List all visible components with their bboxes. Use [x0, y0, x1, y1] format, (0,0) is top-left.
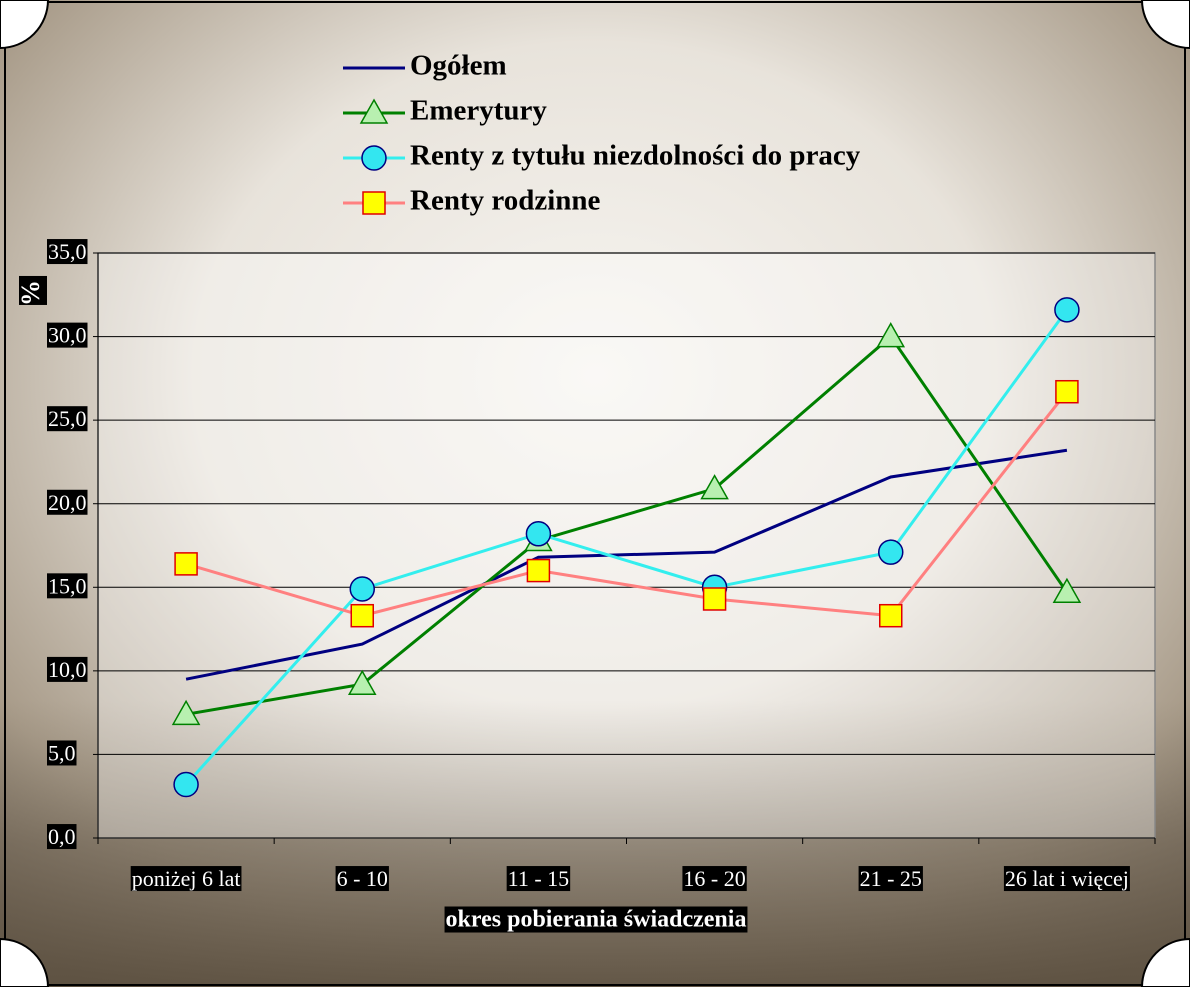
point [349, 576, 375, 602]
y-tick-label: 35,0 [48, 239, 87, 264]
legend-label: Emerytury [410, 95, 547, 127]
x-tick-label: 11 - 15 [508, 866, 570, 891]
y-axis-title-box [19, 275, 47, 305]
point [171, 699, 201, 726]
series-line [185, 390, 1069, 618]
y-tick-label: 0,0 [48, 824, 76, 849]
x-tick-label: 26 lat i więcej [1005, 866, 1129, 891]
point [876, 322, 906, 348]
x-tick-label: 21 - 25 [860, 866, 922, 891]
y-tick-label: 25,0 [48, 406, 87, 431]
y-tick-label-box [47, 824, 77, 850]
corner [0, 937, 50, 987]
plot-area [97, 252, 1156, 839]
x-tick-label-box [130, 866, 242, 892]
y-tick-label-box [47, 573, 88, 599]
point [362, 191, 386, 215]
background-shore [0, 700, 1190, 987]
corner [1140, 937, 1190, 987]
point [361, 145, 387, 171]
y-tick-label: 10,0 [48, 657, 87, 682]
series-line [185, 334, 1069, 716]
x-tick-label-box [682, 866, 747, 892]
legend-label: Renty rodzinne [410, 185, 601, 217]
y-tick-label-box [47, 239, 88, 265]
point [174, 552, 198, 576]
series-line [184, 308, 1069, 786]
frame-border [4, 1, 1186, 986]
y-tick-label: 15,0 [48, 573, 87, 598]
legend-label: Ogółem [410, 50, 507, 82]
point [702, 587, 727, 611]
point [359, 98, 389, 124]
x-tick-label-box [1003, 866, 1130, 892]
corner [1140, 0, 1190, 50]
y-tick-label-box [47, 489, 88, 515]
y-axis-title: % [16, 280, 45, 306]
y-tick-label-box [47, 656, 88, 682]
x-tick-label-box [858, 866, 923, 892]
point [1055, 379, 1079, 404]
y-tick-label-box [47, 322, 88, 348]
x-tick-label: 16 - 20 [683, 866, 745, 891]
point [878, 539, 904, 565]
x-tick-label: 6 - 10 [337, 866, 388, 891]
x-tick-label-box [335, 866, 389, 892]
point [1054, 297, 1080, 323]
x-tick-label: poniżej 6 lat [132, 866, 241, 891]
point [525, 521, 552, 547]
y-tick-label: 5,0 [48, 740, 76, 765]
point [526, 558, 551, 583]
y-tick-label-box [47, 406, 88, 432]
point [173, 771, 199, 798]
point [347, 669, 377, 695]
x-axis-title-box [444, 906, 748, 933]
point [879, 603, 903, 628]
legend-label: Renty z tytułu niezdolności do pracy [410, 140, 861, 172]
x-axis-title: okres pobierania świadczenia [446, 907, 747, 933]
point [700, 474, 729, 500]
series-line [185, 448, 1068, 681]
y-tick-label: 20,0 [48, 490, 87, 515]
y-tick-label: 30,0 [48, 323, 87, 348]
point [350, 603, 374, 628]
point [1052, 577, 1082, 604]
x-tick-label-box [506, 866, 571, 892]
y-tick-label-box [47, 740, 77, 766]
corner [0, 0, 50, 50]
